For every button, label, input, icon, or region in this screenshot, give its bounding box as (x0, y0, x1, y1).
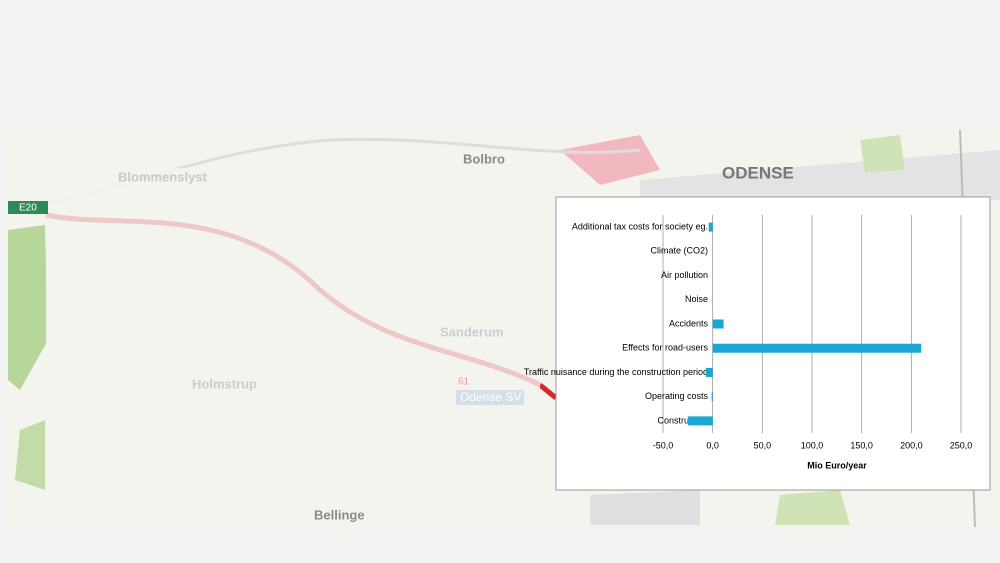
map-label: ODENSE (722, 163, 794, 182)
y-tick-label: Additional tax costs for society eg. (572, 221, 708, 231)
park (775, 490, 850, 525)
urban (590, 490, 700, 525)
motorway (45, 212, 542, 388)
y-tick-label: Accidents (669, 318, 709, 328)
highlighted-road (538, 383, 558, 400)
y-tick-label: Air pollution (661, 270, 708, 280)
y-tick-label: Traffic nuisance during the construction… (524, 367, 708, 377)
bar (687, 416, 713, 426)
bar (708, 222, 713, 232)
bar (712, 319, 724, 329)
x-tick-label: 200,0 (900, 440, 923, 450)
bar (705, 367, 713, 377)
map-label: Holmstrup (192, 376, 257, 391)
x-tick-label: -50,0 (653, 440, 674, 450)
label-box (456, 390, 524, 405)
y-tick-label: Noise (685, 294, 708, 304)
y-tick-label: Operating costs (645, 391, 709, 401)
y-tick-label: Construction (657, 415, 708, 425)
road-number: 61 (458, 377, 470, 388)
x-tick-label: 150,0 (850, 440, 873, 450)
map-label: Bolbro (463, 151, 505, 166)
bar (711, 392, 713, 402)
chart-panel (555, 196, 991, 491)
map-label: Blommenslyst (118, 169, 208, 184)
x-tick-label: 50,0 (754, 440, 772, 450)
y-tick-label: Climate (CO2) (650, 246, 708, 256)
x-tick-label: 0,0 (706, 440, 719, 450)
forest (8, 225, 48, 390)
bar (712, 343, 922, 353)
park (860, 135, 905, 172)
road-shield (8, 201, 48, 214)
chart: -50,0 0,0 50,0 100,0 150,0 200,0 250,0 Mio Euro… (524, 215, 972, 470)
x-tick-label: 100,0 (801, 440, 824, 450)
map-label: Bellinge (314, 507, 365, 522)
map-label: Sanderum (440, 324, 504, 339)
x-axis-label: Mio Euro/year (807, 460, 867, 470)
forest (15, 420, 45, 490)
map-label: Odense SV (460, 390, 521, 404)
road-number: E20 (19, 203, 37, 214)
x-tick-label: 250,0 (950, 440, 973, 450)
urban (640, 150, 1000, 210)
y-tick-label: Effects for road-users (622, 343, 708, 353)
area (560, 135, 660, 185)
